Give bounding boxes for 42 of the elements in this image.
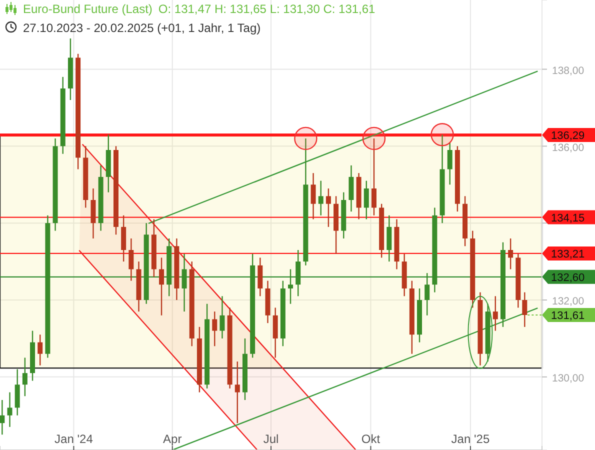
candlestick xyxy=(326,188,331,228)
candlestick xyxy=(371,138,376,216)
candlestick xyxy=(364,180,369,220)
candlestick xyxy=(492,296,498,332)
candlestick xyxy=(272,307,278,358)
annotation: O: 131,47 H: 131,65 L: 131,30 C: 131,61 xyxy=(158,2,376,16)
x-tick-label: Jul xyxy=(263,432,279,446)
candlestick xyxy=(159,257,164,316)
candlestick xyxy=(121,214,126,262)
x-tick-label: Apr xyxy=(163,432,182,446)
x-tick-label: Okt xyxy=(361,432,381,446)
candlestick xyxy=(14,368,20,416)
y-tick-label: 132,00 xyxy=(552,296,584,308)
candlestick xyxy=(258,257,263,297)
ref-line-label: 136,29 xyxy=(551,130,585,142)
candlestick xyxy=(220,296,225,340)
candlestick xyxy=(508,238,514,270)
candlestick xyxy=(22,357,28,397)
y-tick-label: 130,00 xyxy=(552,372,584,385)
x-tick-label: Jan '24 xyxy=(54,432,94,446)
ref-line-label: 133,21 xyxy=(551,248,585,260)
candlestick xyxy=(348,164,354,212)
y-tick-label: 136,00 xyxy=(552,142,584,154)
candlestick xyxy=(522,292,528,328)
candlestick xyxy=(128,238,134,282)
ref-line-label: 134,15 xyxy=(551,212,585,224)
candlestick xyxy=(212,310,218,347)
annotation: 131,61 xyxy=(551,310,585,322)
candlestick xyxy=(38,334,43,366)
candlestick xyxy=(310,172,316,220)
candlestick xyxy=(7,392,12,428)
candlestick xyxy=(447,142,452,186)
y-tick-label: 138,00 xyxy=(552,64,584,77)
text: 27.10.2023 - 20.02.2025 (+01, 1 Jahr, 1 Tag) xyxy=(23,21,261,35)
chart-title: Euro-Bund Future (Last) xyxy=(23,2,152,16)
x-tick-label: Jan '25 xyxy=(451,432,490,446)
candlestick xyxy=(90,188,96,240)
candlestick xyxy=(318,180,324,216)
candlestick xyxy=(234,360,240,424)
ref-line-label: 132,60 xyxy=(551,272,585,284)
candlestick xyxy=(386,214,392,262)
candlestick xyxy=(0,399,5,436)
